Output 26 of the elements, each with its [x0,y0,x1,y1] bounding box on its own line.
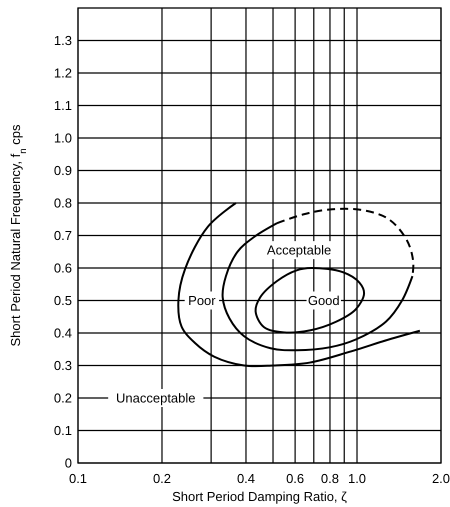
x-tick-label: 0.4 [236,471,256,486]
y-tick-label: 0.6 [54,260,72,276]
x-tick-label: 0.2 [152,471,172,486]
x-tick-label: 2.0 [432,471,450,486]
annotation: Poor [188,293,216,308]
y-tick-label: 1.0 [54,130,72,146]
x-tick-label: 0.8 [320,471,340,486]
y-tick-label: 0.2 [54,390,72,406]
y-tick-label: 1.3 [54,33,72,48]
y-tick-label: 0.5 [54,293,72,308]
y-tick-label: 0.3 [54,358,72,374]
x-tick-label: 0.6 [286,471,304,486]
x-tick-label: 0.1 [68,471,88,486]
y-tick-label: 0.7 [54,228,72,244]
y-tick-label: 0.8 [54,196,72,211]
y-tick-label: 0.1 [54,423,72,438]
y-tick-label: 1.1 [54,98,72,114]
annotation: Unacceptable [116,390,196,406]
y-tick-label: 1.2 [54,66,72,81]
annotation: Good [308,293,340,308]
annotation: Acceptable [266,242,332,258]
x-tick-label: 1.0 [348,471,366,486]
y-tick-label: 0 [64,456,72,471]
x-axis-title: Short Period Damping Ratio, ζ [172,489,348,504]
y-tick-label: 0.4 [54,326,72,341]
y-tick-label: 0.9 [54,163,72,178]
